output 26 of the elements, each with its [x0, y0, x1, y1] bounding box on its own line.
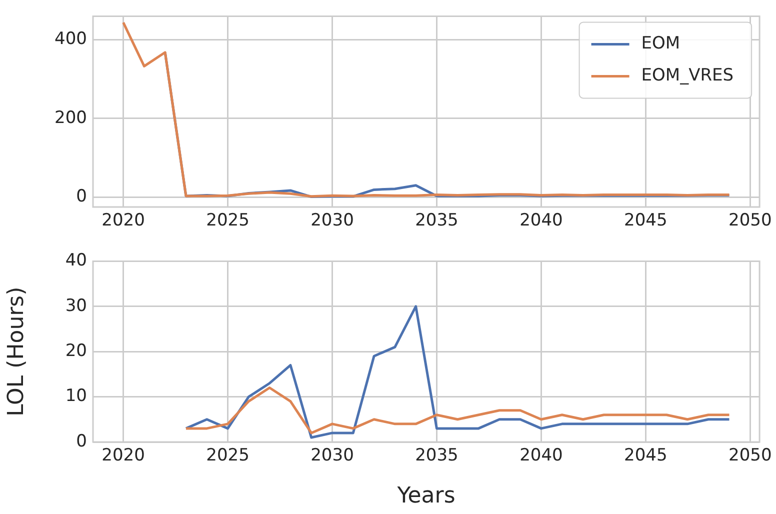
y-tick-label: 30	[65, 296, 87, 316]
x-tick-label: 2025	[206, 446, 250, 466]
x-tick-label: 2030	[310, 210, 354, 231]
x-tick-label: 2045	[624, 446, 668, 466]
x-tick-label: 2035	[415, 210, 458, 231]
x-tick-label: 2045	[624, 210, 668, 231]
x-tick-label: 2020	[102, 210, 145, 231]
y-tick-label: 20	[65, 341, 87, 362]
x-tick-label: 2020	[102, 446, 145, 466]
y-tick-label: 200	[54, 108, 87, 128]
y-tick-label: 10	[65, 386, 87, 406]
x-tick-label: 2040	[520, 210, 563, 231]
x-tick-label: 2050	[728, 210, 772, 231]
x-tick-label: 2050	[728, 446, 772, 466]
x-tick-label: 2035	[415, 446, 458, 466]
y-tick-label: 0	[76, 431, 87, 452]
x-axis-title: Years	[396, 484, 456, 509]
legend-label: EOM_VRES	[641, 66, 734, 86]
x-tick-label: 2025	[206, 210, 250, 231]
y-axis-title: LOL (Hours)	[4, 286, 29, 416]
x-tick-label: 2030	[310, 446, 354, 466]
y-tick-label: 40	[65, 250, 87, 271]
x-tick-label: 2040	[520, 446, 563, 466]
legend-label: EOM	[641, 34, 680, 54]
y-tick-label: 400	[54, 29, 87, 50]
y-tick-label: 0	[76, 186, 87, 207]
